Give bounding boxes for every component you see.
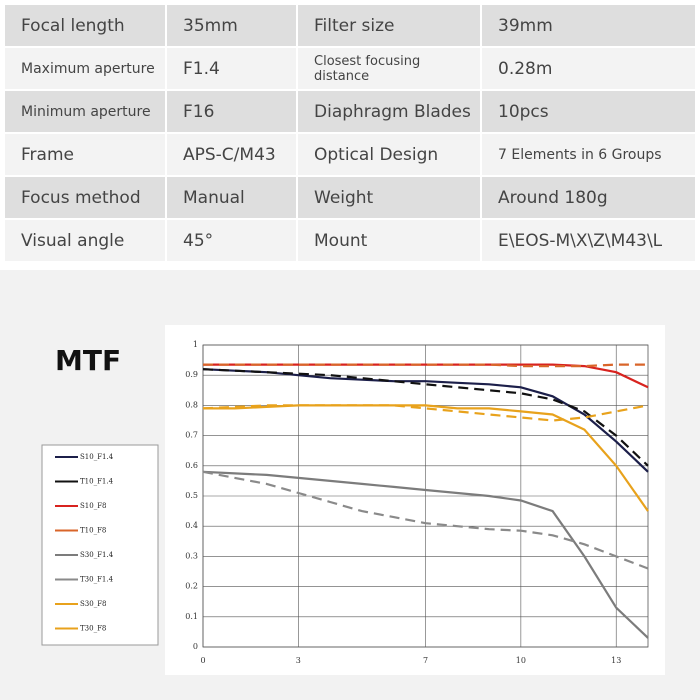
legend-box bbox=[41, 444, 159, 646]
spec-label: Mount bbox=[298, 220, 480, 261]
legend-label: T30_F1.4 bbox=[80, 576, 114, 584]
x-tick-label: 0 bbox=[200, 656, 205, 665]
y-tick-label: 0.8 bbox=[185, 400, 198, 409]
legend-label: S10_F1.4 bbox=[80, 453, 114, 461]
spec-value: 35mm bbox=[167, 5, 296, 46]
plot-background bbox=[165, 325, 665, 675]
chart-title: MTF bbox=[55, 344, 121, 377]
x-tick-label: 7 bbox=[423, 656, 428, 665]
legend-label: S30_F1.4 bbox=[80, 551, 114, 559]
spec-value: 7 Elements in 6 Groups bbox=[482, 134, 695, 175]
spec-label: Diaphragm Blades bbox=[298, 91, 480, 132]
legend-label: T10_F8 bbox=[80, 527, 106, 535]
legend-label: S10_F8 bbox=[80, 502, 107, 510]
series-line bbox=[202, 404, 649, 422]
y-tick-label: 0.2 bbox=[185, 582, 198, 591]
spec-value: E\EOS-M\X\Z\M43\L bbox=[482, 220, 695, 261]
spec-label: Filter size bbox=[298, 5, 480, 46]
series-line bbox=[202, 368, 649, 467]
y-tick-label: 0.5 bbox=[185, 491, 198, 500]
series-line bbox=[202, 470, 649, 639]
spec-value: 39mm bbox=[482, 5, 695, 46]
spec-label: Maximum aperture bbox=[5, 48, 165, 89]
y-tick-label: 0 bbox=[193, 642, 198, 651]
y-tick-label: 0.6 bbox=[185, 461, 198, 470]
legend-label: T30_F8 bbox=[80, 625, 106, 633]
spec-value: F1.4 bbox=[167, 48, 296, 89]
y-tick-label: 1 bbox=[193, 340, 198, 349]
spec-label: Focus method bbox=[5, 177, 165, 218]
legend-label: T10_F1.4 bbox=[80, 478, 114, 486]
spec-label: Focal length bbox=[5, 5, 165, 46]
x-tick-label: 13 bbox=[611, 656, 621, 665]
spec-label: Visual angle bbox=[5, 220, 165, 261]
spec-label: Optical Design bbox=[298, 134, 480, 175]
spec-value: 10pcs bbox=[482, 91, 695, 132]
spec-label: Frame bbox=[5, 134, 165, 175]
series-line bbox=[202, 470, 649, 570]
spec-label: Closest focusing distance bbox=[298, 48, 480, 89]
y-tick-label: 0.4 bbox=[185, 521, 198, 530]
spec-label: Weight bbox=[298, 177, 480, 218]
legend-label: S30_F8 bbox=[80, 600, 107, 608]
spec-label: Minimum aperture bbox=[5, 91, 165, 132]
y-tick-label: 0.9 bbox=[185, 370, 198, 379]
spec-value: F16 bbox=[167, 91, 296, 132]
series-line bbox=[203, 404, 649, 512]
spec-value: APS-C/M43 bbox=[167, 134, 296, 175]
x-tick-label: 10 bbox=[516, 656, 526, 665]
spec-value: Around 180g bbox=[482, 177, 695, 218]
y-tick-label: 0.1 bbox=[185, 612, 198, 621]
spec-value: 45° bbox=[167, 220, 296, 261]
spec-value: Manual bbox=[167, 177, 296, 218]
y-tick-label: 0.7 bbox=[185, 431, 198, 440]
x-tick-label: 3 bbox=[296, 656, 301, 665]
series-line bbox=[203, 363, 648, 368]
spec-value: 0.28m bbox=[482, 48, 695, 89]
plot-frame bbox=[202, 344, 649, 648]
y-tick-label: 0.3 bbox=[185, 551, 198, 560]
